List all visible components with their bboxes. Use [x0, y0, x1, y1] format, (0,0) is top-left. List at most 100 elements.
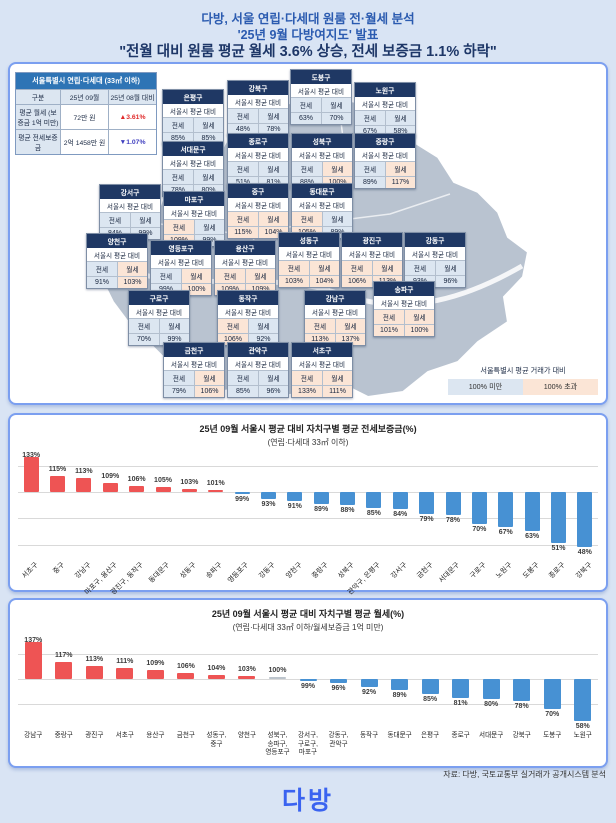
bar-value-label: 85%: [366, 509, 381, 517]
bar-value-label: 93%: [261, 501, 276, 509]
card-subtitle: 서울시 평균 대비: [305, 305, 365, 319]
card-subtitle: 서울시 평균 대비: [228, 148, 288, 162]
card-subtitle: 서울시 평균 대비: [164, 206, 224, 220]
x-tick-label: 금천구: [176, 732, 195, 739]
card-subtitle: 서울시 평균 대비: [215, 255, 275, 269]
jeonse-value: 79%: [164, 385, 194, 397]
jeonse-value: 101%: [374, 324, 404, 336]
jeonse-col-header: 전세: [292, 162, 322, 176]
x-tick-label: 구로구: [469, 561, 488, 581]
district-name: 서대문구: [163, 142, 223, 156]
x-tick-label: 도봉구: [521, 561, 541, 581]
wolse-col-header: 월세: [193, 118, 223, 132]
bar-value-label: 96%: [331, 685, 346, 692]
bar-value-label: 106%: [127, 475, 146, 483]
bar: [287, 492, 303, 502]
bar-value-label: 91%: [287, 503, 302, 511]
jeonse-col-header: 전세: [164, 371, 194, 385]
summary-col-header: 25년 09월: [60, 89, 108, 104]
bar: [330, 679, 348, 683]
chart1-subtitle: (연립·다세대 33㎡ 이하): [267, 438, 349, 447]
district-card: 구로구 서울시 평균 대비 전세 월세 70% 99%: [128, 290, 190, 346]
bar-value-label: 137%: [24, 637, 43, 644]
jeonse-value: 133%: [292, 385, 322, 397]
bar-value-label: 84%: [393, 510, 408, 518]
district-card: 도봉구 서울시 평균 대비 전세 월세 63% 70%: [290, 69, 352, 125]
summary-row-label: 평균 월세 (보증금 1억 미만): [16, 104, 60, 129]
bar: [513, 679, 531, 701]
card-values: 63% 70%: [291, 112, 351, 124]
wolse-value: 111%: [322, 385, 352, 397]
bar-value-label: 78%: [445, 517, 460, 525]
card-subtitle: 서울시 평균 대비: [163, 104, 223, 118]
bar: [313, 492, 329, 504]
district-card: 은평구 서울시 평균 대비 전세 월세 85% 85%: [162, 89, 224, 145]
card-col-headers: 전세 월세: [405, 261, 465, 275]
dabang-logo: 다방: [281, 787, 334, 815]
card-col-headers: 전세 월세: [129, 319, 189, 333]
bar: [543, 679, 561, 709]
bar-value-label: 109%: [101, 472, 120, 480]
card-col-headers: 전세 월세: [87, 262, 147, 276]
district-card: 서초구 서울시 평균 대비 전세 월세 133% 111%: [291, 342, 353, 398]
jeonse-col-header: 전세: [218, 319, 248, 333]
summary-row-label: 평균 전세보증금: [16, 129, 60, 154]
chart2-title: 25년 09월 서울시 평균 대비 자치구별 평균 월세(%): [211, 609, 405, 619]
map-legend: 서울특별시 평균 거래가 대비 100% 미만 100% 초과: [448, 366, 598, 395]
jeonse-deposit-chart: 133% 서초구 115% 중구 113% 강남구 109% 마포구, 용산구 106% 광진구,…: [18, 452, 598, 596]
bar: [574, 679, 592, 721]
bar: [238, 676, 256, 679]
card-values: 103% 104%: [279, 275, 339, 287]
card-values: 101% 100%: [374, 324, 434, 336]
bar-value-label: 48%: [577, 548, 592, 556]
bar-value-label: 109%: [146, 660, 165, 667]
x-tick-label: 광진구: [85, 732, 104, 739]
card-col-headers: 전세 월세: [228, 212, 288, 226]
bar-value-label: 67%: [498, 528, 513, 536]
wolse-col-header: 월세: [130, 213, 160, 227]
bar: [498, 492, 514, 527]
bar: [340, 492, 356, 505]
x-tick-label: 성북구: [337, 561, 356, 581]
wolse-col-header: 월세: [258, 162, 288, 176]
wolse-col-header: 월세: [335, 319, 365, 333]
bar: [85, 666, 103, 679]
x-tick-label: 노원구: [573, 732, 592, 739]
x-tick-label: 중구: [51, 561, 66, 576]
bar-value-label: 85%: [423, 696, 438, 703]
card-col-headers: 전세 월세: [228, 371, 288, 385]
bar: [391, 679, 409, 690]
bar: [366, 492, 382, 508]
x-tick-label: 강북구: [512, 732, 531, 739]
district-name: 송파구: [374, 282, 434, 296]
seoul-summary-table: 서울특별시 연립·다세대 (33㎡ 이하) 구분 25년 09월 25년 08월…: [15, 72, 157, 155]
wolse-col-header: 월세: [248, 319, 278, 333]
wolse-col-header: 월세: [321, 98, 351, 112]
x-tick-label: 강남구: [24, 732, 43, 739]
bar-value-label: 99%: [300, 683, 315, 690]
bar-value-label: 104%: [207, 665, 226, 672]
bar-value-label: 89%: [314, 505, 329, 513]
district-name: 강동구: [405, 233, 465, 247]
jeonse-value: 91%: [87, 276, 117, 288]
bar: [23, 457, 39, 492]
bar: [177, 673, 195, 679]
district-name: 종로구: [228, 134, 288, 148]
bar: [360, 679, 378, 687]
card-col-headers: 전세 월세: [218, 319, 278, 333]
bar: [208, 490, 224, 492]
bar: [50, 476, 66, 492]
card-col-headers: 전세 월세: [374, 310, 434, 324]
bar: [116, 668, 134, 679]
map-legend-title: 서울특별시 평균 거래가 대비: [480, 366, 566, 375]
card-col-headers: 전세 월세: [292, 371, 352, 385]
wolse-col-header: 월세: [385, 111, 415, 125]
card-subtitle: 서울시 평균 대비: [374, 296, 434, 310]
jeonse-col-header: 전세: [292, 371, 322, 385]
card-subtitle: 서울시 평균 대비: [151, 255, 211, 269]
card-col-headers: 전세 월세: [305, 319, 365, 333]
district-card: 노원구 서울시 평균 대비 전세 월세 67% 58%: [354, 82, 416, 138]
bar-value-label: 101%: [206, 480, 225, 487]
card-subtitle: 서울시 평균 대비: [405, 247, 465, 261]
